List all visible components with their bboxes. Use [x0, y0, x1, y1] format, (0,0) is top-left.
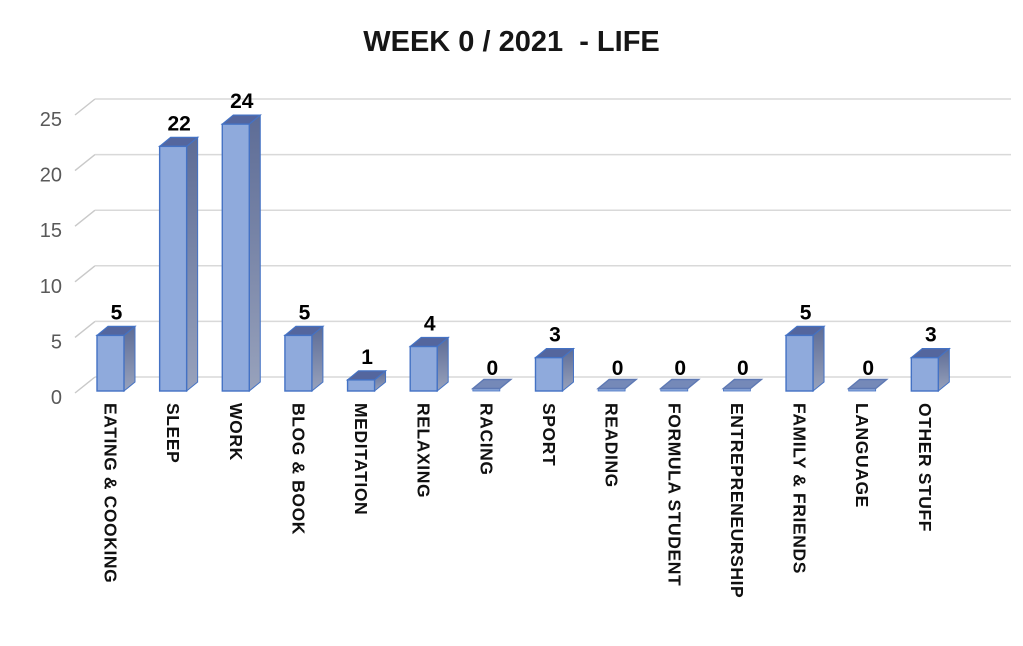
bar-front-face	[409, 345, 438, 392]
bar-front-face	[785, 334, 814, 392]
bar-side-face	[123, 325, 136, 393]
grid-depth-tick	[74, 209, 96, 227]
bar-front-face	[284, 334, 313, 392]
category-label: ENTREPRENEURSHIP	[727, 403, 747, 598]
grid-depth-tick	[74, 98, 96, 116]
bar-value-label: 0	[674, 357, 686, 380]
category-label: OTHER STUFF	[915, 403, 935, 532]
category-label: RELAXING	[414, 403, 434, 498]
bar-value-label: 0	[737, 357, 749, 380]
bar-front-face	[158, 145, 188, 392]
bar-value-label: 5	[800, 301, 812, 324]
bar-side-face	[311, 325, 324, 393]
bar-front-face	[346, 379, 376, 392]
bar-value-label: 3	[549, 324, 561, 347]
chart-title: WEEK 0 / 2021 - LIFE	[363, 26, 660, 58]
y-tick-label: 15	[40, 220, 62, 242]
bar-side-face	[248, 114, 261, 393]
y-tick-label: 25	[40, 109, 62, 131]
bar-value-label: 0	[486, 357, 498, 380]
bar-zero-tile	[846, 378, 889, 390]
category-label: MEDITATION	[351, 403, 371, 515]
bar-value-label: 1	[361, 346, 373, 369]
category-label: FAMILY & FRIENDS	[790, 403, 810, 574]
category-label: SPORT	[539, 403, 559, 466]
bar-front-face	[96, 334, 125, 392]
bar-side-face	[186, 136, 199, 393]
bar-side-face	[812, 325, 825, 393]
grid-depth-tick	[74, 154, 96, 172]
bar-value-label: 0	[612, 357, 624, 380]
bar-value-label: 5	[111, 301, 123, 324]
bar-zero-tile	[596, 378, 639, 390]
bar-zero-tile	[470, 378, 513, 390]
bar-value-label: 22	[167, 112, 190, 135]
bar-zero-tile	[721, 378, 764, 390]
category-label: SLEEP	[163, 403, 183, 463]
category-label: LANGUAGE	[852, 403, 872, 508]
bar-front-face	[910, 356, 940, 392]
category-label: READING	[602, 403, 622, 488]
category-label: RACING	[476, 403, 496, 476]
bar-value-label: 4	[424, 313, 436, 336]
y-tick-label: 10	[40, 276, 62, 298]
bar-value-label: 0	[862, 357, 874, 380]
bar-front-face	[534, 356, 564, 392]
category-label: EATING & COOKING	[101, 403, 121, 583]
grid-depth-tick	[74, 376, 96, 394]
y-tick-label: 20	[40, 165, 62, 187]
bar-value-label: 5	[299, 301, 311, 324]
grid-depth-tick	[74, 265, 96, 283]
bar-front-face	[221, 123, 250, 392]
category-label: WORK	[226, 403, 246, 461]
category-label: FORMULA STUDENT	[664, 403, 684, 586]
category-label: BLOG & BOOK	[288, 403, 308, 535]
grid-depth-tick	[74, 320, 96, 338]
y-tick-label: 0	[51, 387, 62, 409]
y-tick-label: 5	[51, 331, 62, 353]
bar-value-label: 24	[230, 90, 254, 113]
bar-value-label: 3	[925, 324, 937, 347]
bar-zero-tile	[658, 378, 701, 390]
